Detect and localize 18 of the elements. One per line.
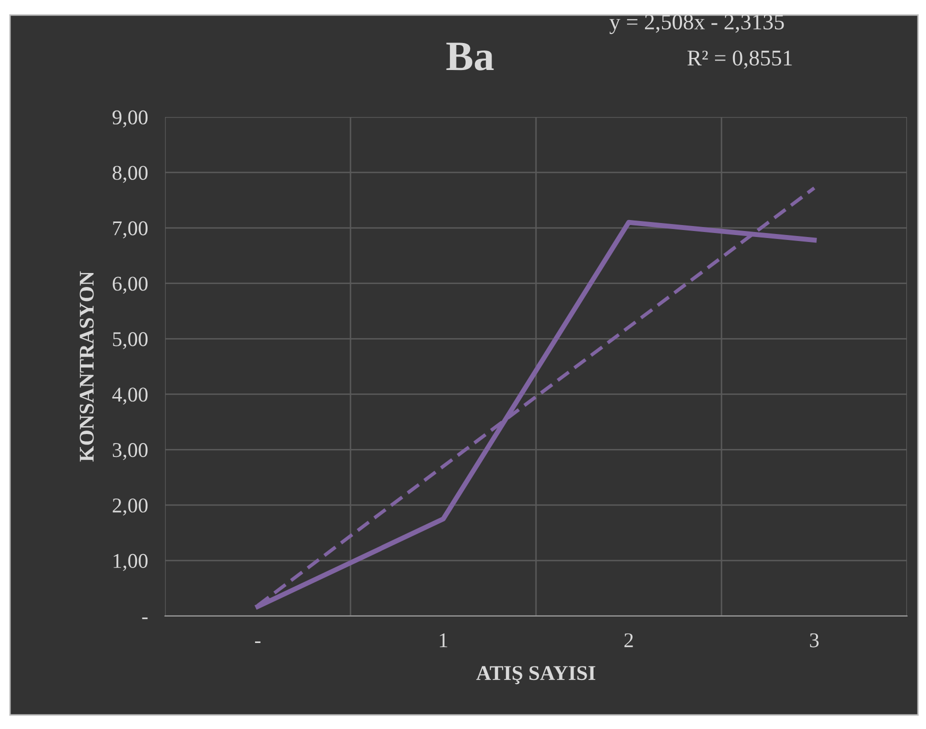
- y-tick-label: 3,00: [112, 443, 148, 460]
- x-tick-label: 3: [810, 633, 819, 648]
- y-tick-label: 2,00: [112, 498, 148, 516]
- y-tick-label: 1,00: [114, 554, 148, 571]
- y-tick-label: 5,00: [113, 332, 148, 350]
- x-tick-label: 2: [624, 633, 633, 648]
- y-axis-title: KONSANTRASYON: [80, 271, 94, 462]
- text: R² = 0,8551: [688, 50, 792, 69]
- chart-title: Ba: [446, 42, 494, 70]
- y-tick-label: 9,00: [112, 110, 148, 128]
- x-tick-label: 1: [440, 633, 448, 648]
- text: y = 2,508x - 2,3135: [610, 14, 784, 34]
- y-tick-label: 8,00: [112, 166, 148, 183]
- x-axis-title: ATIŞ SAYISI: [476, 666, 596, 684]
- y-tick-label: 4,00: [112, 388, 148, 405]
- y-tick-label: 7,00: [113, 221, 148, 238]
- y-tick-label: -: [142, 618, 148, 620]
- y-tick-label: 6,00: [112, 276, 148, 294]
